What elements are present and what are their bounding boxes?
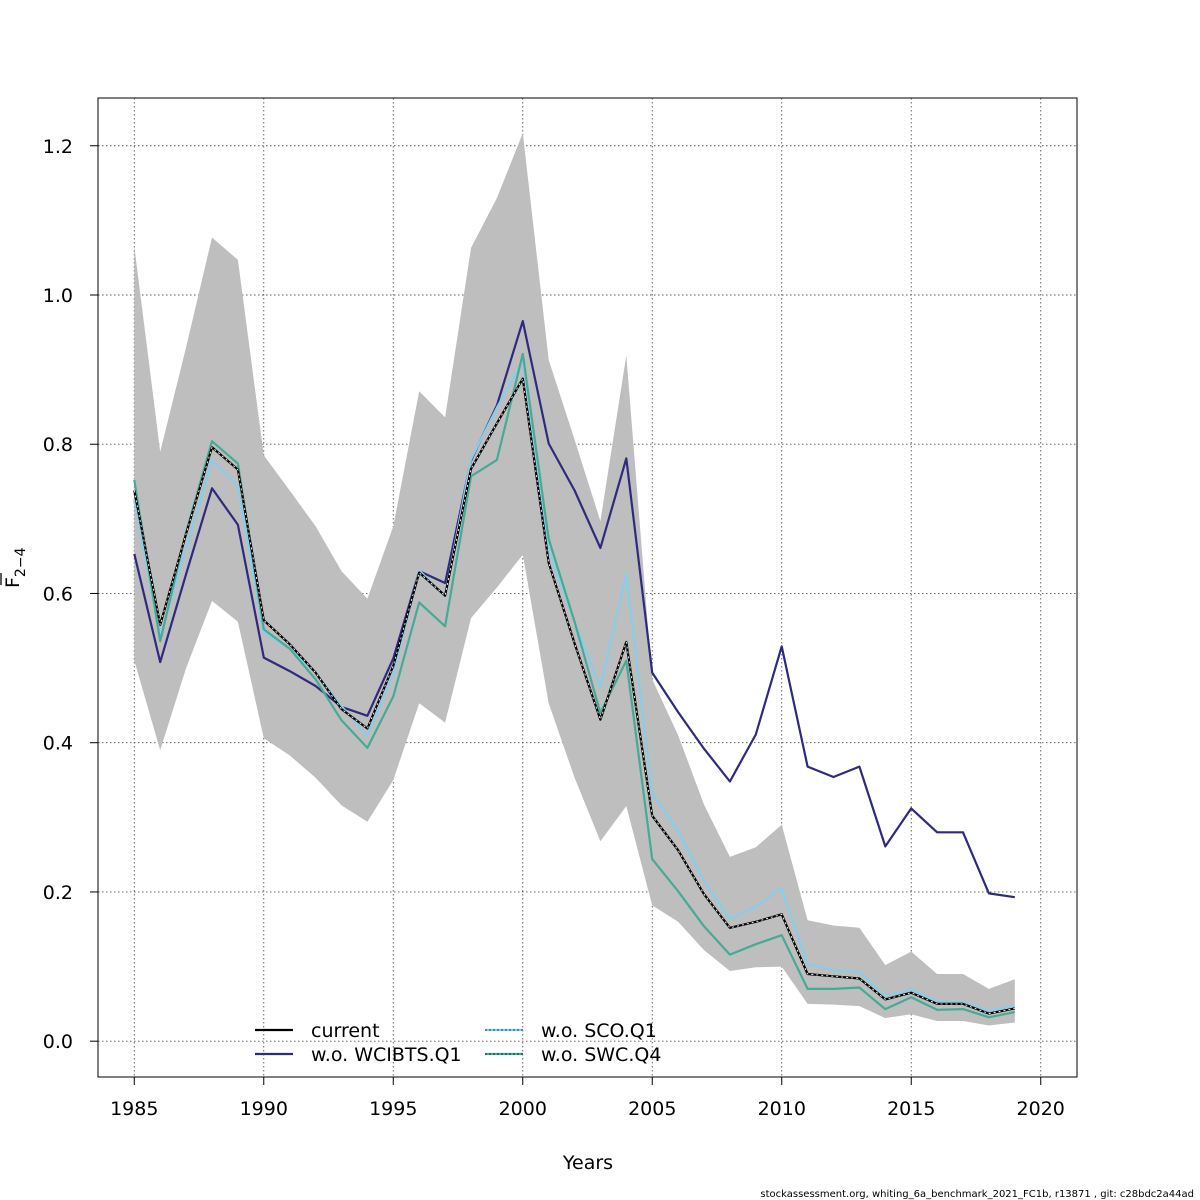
legend-item: current (255, 1020, 380, 1042)
legend-label: current (311, 1020, 380, 1042)
x-tick-label: 2000 (499, 1098, 547, 1120)
legend-item: w.o. SCO.Q1 (485, 1020, 657, 1042)
series-current (133, 377, 1016, 1015)
x-tick-label: 2005 (628, 1098, 676, 1120)
legend-label: w.o. SWC.Q4 (541, 1044, 661, 1066)
x-axis: 1985 1990 1995 2000 2005 2010 2015 2020 (110, 1077, 1065, 1120)
series-line (133, 352, 1016, 1019)
footer-text: stockassessment.org, whiting_6a_benchmar… (760, 1189, 1194, 1200)
series-line (133, 377, 1016, 1015)
series-w-o-swc-q4 (133, 352, 1016, 1019)
x-tick-label: 1995 (369, 1098, 417, 1120)
x-tick-label: 1985 (110, 1098, 158, 1120)
x-tick-label: 2010 (758, 1098, 806, 1120)
series-layer (133, 320, 1016, 1019)
legend-item: w.o. WCIBTS.Q1 (255, 1044, 462, 1066)
y-tick-label: 0.0 (43, 1031, 73, 1053)
y-tick-label: 1.0 (43, 285, 73, 307)
y-axis-title-sub: 2−4 (13, 547, 29, 577)
plot-frame (97, 97, 1078, 1078)
x-tick-label: 2020 (1017, 1098, 1065, 1120)
y-tick-label: 0.2 (43, 882, 73, 904)
y-axis-title: F2−4 (0, 547, 29, 588)
y-tick-label: 1.2 (43, 136, 73, 158)
legend-label: w.o. WCIBTS.Q1 (311, 1044, 462, 1066)
confidence-band (134, 133, 1015, 1026)
x-tick-label: 2015 (887, 1098, 935, 1120)
legend-item: w.o. SWC.Q4 (485, 1044, 661, 1066)
series-line (133, 320, 1015, 899)
series-w-o-wcibts-q1 (133, 320, 1015, 899)
y-axis: 0.0 0.2 0.4 0.6 0.8 1.0 1.2 (43, 136, 98, 1053)
y-axis-title-main: F (2, 577, 24, 588)
legend-label: w.o. SCO.Q1 (541, 1020, 657, 1042)
y-tick-label: 0.6 (43, 583, 73, 605)
svg-text:F2−4: F2−4 (2, 547, 29, 588)
y-tick-label: 0.4 (43, 733, 73, 755)
x-tick-label: 1990 (240, 1098, 288, 1120)
x-axis-title: Years (562, 1152, 613, 1174)
y-tick-label: 0.8 (43, 434, 73, 456)
confidence-band-layer (134, 133, 1015, 1026)
